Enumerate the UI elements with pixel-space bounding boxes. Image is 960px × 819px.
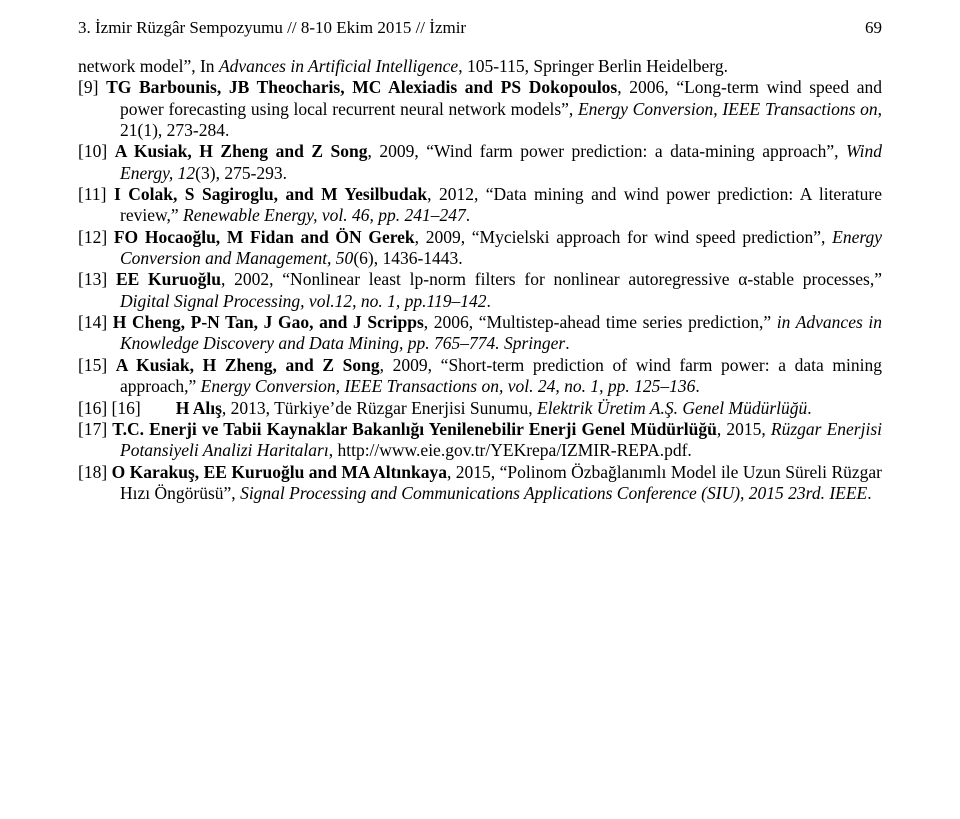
ref-15: [15] A Kusiak, H Zheng, and Z Song, 2009…: [78, 355, 882, 398]
ref-11: [11] I Colak, S Sagiroglu, and M Yesilbu…: [78, 184, 882, 227]
ref-num: [11]: [78, 184, 114, 204]
ref-text: .: [565, 333, 569, 353]
ref-authors: O Karakuş, EE Kuruoğlu and MA Altınkaya: [112, 462, 447, 482]
header-title: 3. İzmir Rüzgâr Sempozyumu // 8-10 Ekim …: [78, 18, 466, 37]
ref-italic: Signal Processing and Communications App…: [240, 483, 867, 503]
ref-italic: Renewable Energy, vol. 46, pp. 241–247: [183, 205, 466, 225]
ref-text: (3), 275-293.: [195, 163, 287, 183]
ref-italic: Energy Conversion, IEEE Transactions on,…: [201, 376, 696, 396]
page-header: 3. İzmir Rüzgâr Sempozyumu // 8-10 Ekim …: [78, 18, 882, 38]
page-number: 69: [865, 18, 882, 38]
ref-authors: TG Barbounis, JB Theocharis, MC Alexiadi…: [106, 77, 617, 97]
ref-text: .: [466, 205, 470, 225]
ref-text: , 2015,: [717, 419, 771, 439]
ref-authors: EE Kuruoğlu: [116, 269, 221, 289]
ref-num: [15]: [78, 355, 116, 375]
ref-authors: I Colak, S Sagiroglu, and M Yesilbudak: [114, 184, 427, 204]
ref-text: , 2009, “Wind farm power prediction: a d…: [367, 141, 846, 161]
ref-num: [16] [16]: [78, 398, 176, 418]
ref-italic: Advances in Artificial Intelligence: [219, 56, 458, 76]
ref-text: .: [867, 483, 871, 503]
ref-text: , 2006, “Multistep-ahead time series pre…: [424, 312, 777, 332]
ref-text: .: [487, 291, 491, 311]
ref-text: (6), 1436-1443.: [353, 248, 462, 268]
page-container: 3. İzmir Rüzgâr Sempozyumu // 8-10 Ekim …: [0, 0, 960, 522]
ref-17: [17] T.C. Enerji ve Tabii Kaynaklar Baka…: [78, 419, 882, 462]
ref-text: .: [695, 376, 699, 396]
ref-authors: T.C. Enerji ve Tabii Kaynaklar Bakanlığı…: [112, 419, 717, 439]
ref-text: , 2002, “Nonlinear least lp-norm filters…: [221, 269, 882, 289]
ref-authors: H Alış: [176, 398, 222, 418]
ref-num: [17]: [78, 419, 112, 439]
ref-continuation: network model”, In Advances in Artificia…: [78, 56, 882, 77]
ref-num: [10]: [78, 141, 115, 161]
references-block: network model”, In Advances in Artificia…: [78, 56, 882, 504]
ref-authors: FO Hocaoğlu, M Fidan and ÖN Gerek: [114, 227, 415, 247]
ref-text: , http://www.eie.gov.tr/YEKrepa/IZMIR-RE…: [329, 440, 692, 460]
ref-text: .: [807, 398, 811, 418]
ref-9: [9] TG Barbounis, JB Theocharis, MC Alex…: [78, 77, 882, 141]
ref-authors: A Kusiak, H Zheng, and Z Song: [116, 355, 380, 375]
ref-num: [12]: [78, 227, 114, 247]
ref-italic: Elektrik Üretim A.Ş. Genel Müdürlüğü: [537, 398, 807, 418]
ref-text: , 2009, “Mycielski approach for wind spe…: [415, 227, 832, 247]
ref-num: [9]: [78, 77, 106, 97]
ref-num: [18]: [78, 462, 112, 482]
ref-12: [12] FO Hocaoğlu, M Fidan and ÖN Gerek, …: [78, 227, 882, 270]
ref-num: [13]: [78, 269, 116, 289]
ref-num: [14]: [78, 312, 113, 332]
ref-14: [14] H Cheng, P-N Tan, J Gao, and J Scri…: [78, 312, 882, 355]
ref-text: network model”, In: [78, 56, 219, 76]
ref-authors: H Cheng, P-N Tan, J Gao, and J Scripps: [113, 312, 424, 332]
ref-text: , 2013, Türkiye’de Rüzgar Enerjisi Sunum…: [222, 398, 537, 418]
ref-18: [18] O Karakuş, EE Kuruoğlu and MA Altın…: [78, 462, 882, 505]
ref-13: [13] EE Kuruoğlu, 2002, “Nonlinear least…: [78, 269, 882, 312]
ref-italic: Digital Signal Processing, vol.12, no. 1…: [120, 291, 487, 311]
ref-text: , 105-115, Springer Berlin Heidelberg.: [458, 56, 728, 76]
ref-16: [16] [16] H Alış, 2013, Türkiye’de Rüzga…: [78, 398, 882, 419]
ref-10: [10] A Kusiak, H Zheng and Z Song, 2009,…: [78, 141, 882, 184]
ref-italic: Energy Conversion, IEEE Transactions on: [578, 99, 878, 119]
ref-authors: A Kusiak, H Zheng and Z Song: [115, 141, 368, 161]
